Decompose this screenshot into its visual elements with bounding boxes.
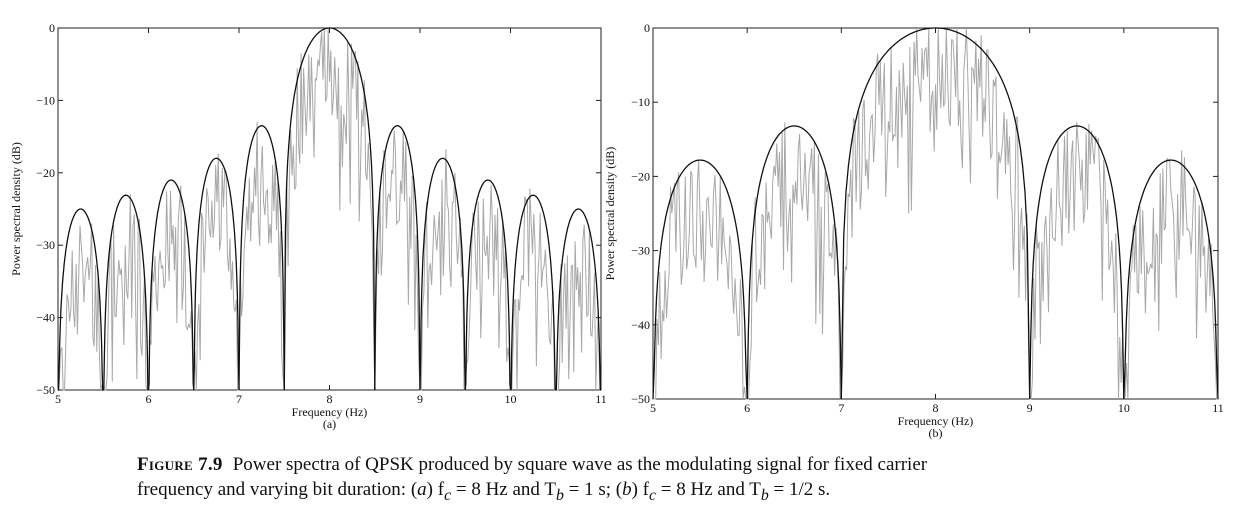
panel-label: (a) xyxy=(323,417,336,431)
caption-values-b: = 8 Hz and T xyxy=(656,479,761,500)
y-tick-label: −10 xyxy=(36,93,55,107)
x-tick-label: 10 xyxy=(1118,401,1130,415)
y-tick-label: −50 xyxy=(631,392,650,406)
y-tick-label: 0 xyxy=(644,21,650,35)
y-tick-label: −50 xyxy=(36,383,55,397)
envelope-lobe xyxy=(57,208,104,391)
caption-sub-c-a: c xyxy=(444,486,452,504)
envelope-lobe xyxy=(238,125,285,391)
caption-line-1: Figure 7.9 Power spectra of QPSK produced… xyxy=(137,452,1097,477)
caption-sub-c-b: c xyxy=(648,486,657,504)
caption-fc-a: ) f xyxy=(426,479,445,500)
caption-b: b xyxy=(622,479,632,500)
x-tick-label: 7 xyxy=(236,392,242,406)
caption-a: a xyxy=(417,479,427,500)
x-tick-label: 5 xyxy=(55,392,61,406)
y-axis-label: Power spectral density (dB) xyxy=(9,142,23,276)
caption-text-2: frequency and varying bit duration: ( xyxy=(137,479,418,500)
plot-frame xyxy=(57,27,602,391)
chart-panel-b: 5 6 7 8 9 10 11 0 −10 −20 −30 −40 −50 Frequency (Hz)(… xyxy=(603,21,1224,440)
y-tick-label: −20 xyxy=(631,169,650,183)
x-axis-label: Frequency (Hz) xyxy=(292,405,368,419)
x-tick-label: 6 xyxy=(744,401,750,415)
envelope-lobe xyxy=(103,194,149,391)
x-tick-label: 10 xyxy=(505,392,517,406)
caption-fc-b: ) f xyxy=(631,479,649,500)
caption-sub-b-a: b xyxy=(555,486,564,504)
y-tick-label: −10 xyxy=(631,95,650,109)
x-tick-label: 11 xyxy=(1212,401,1224,415)
plot-frame xyxy=(652,27,1219,400)
y-tick-label: −30 xyxy=(631,244,650,258)
envelope-lobe xyxy=(1123,159,1219,400)
envelope-lobe xyxy=(840,27,1031,400)
envelope-lobe xyxy=(1029,125,1125,400)
y-tick-label: −40 xyxy=(36,311,55,325)
x-tick-label: 9 xyxy=(1027,401,1033,415)
envelope-lobe xyxy=(555,208,602,391)
y-tick-label: −30 xyxy=(36,238,55,252)
envelope-lobe xyxy=(510,194,556,391)
x-tick-label: 9 xyxy=(417,392,423,406)
x-tick-label: 7 xyxy=(838,401,844,415)
envelope-lobe xyxy=(147,179,195,391)
y-tick-label: −20 xyxy=(36,166,55,180)
x-tick-label: 5 xyxy=(650,401,656,415)
figure-label: Figure 7.9 xyxy=(137,454,223,475)
caption-text-1: Power spectra of QPSK produced by square… xyxy=(232,454,928,475)
x-tick-label: 11 xyxy=(595,392,607,406)
x-tick-label: 6 xyxy=(146,392,152,406)
envelope-lobe xyxy=(419,157,466,391)
envelope-lobe xyxy=(652,159,748,400)
panel-label: (b) xyxy=(929,426,943,440)
envelope-lobe xyxy=(283,27,376,391)
caption-values-a: = 8 Hz and T xyxy=(451,479,556,500)
caption-tb-b: = 1/2 s. xyxy=(768,479,831,500)
caption-tb-a: = 1 s; ( xyxy=(563,479,623,500)
envelope-lobe xyxy=(464,179,512,391)
envelope-lobe xyxy=(193,157,240,391)
simulated-spectrum-line xyxy=(653,27,1218,400)
caption-sub-b-b: b xyxy=(760,486,769,504)
caption-line-2: frequency and varying bit duration: (a) … xyxy=(137,477,1097,508)
envelope-lobe xyxy=(374,125,421,391)
x-axis-label: Frequency (Hz) xyxy=(898,414,974,428)
x-tick-label: 8 xyxy=(327,392,333,406)
y-tick-label: −40 xyxy=(631,318,650,332)
x-tick-label: 8 xyxy=(933,401,939,415)
figure-caption: Figure 7.9 Power spectra of QPSK produced… xyxy=(137,452,1097,508)
simulated-spectrum-line xyxy=(57,27,601,392)
chart-panel-a: 5 6 7 8 9 10 11 0 −10 −20 −30 −40 −50 Frequency (Hz)(… xyxy=(9,21,607,431)
envelope-lobe xyxy=(746,125,842,400)
y-axis-label: Power spectral density (dB) xyxy=(603,147,617,281)
y-tick-label: 0 xyxy=(49,21,55,35)
